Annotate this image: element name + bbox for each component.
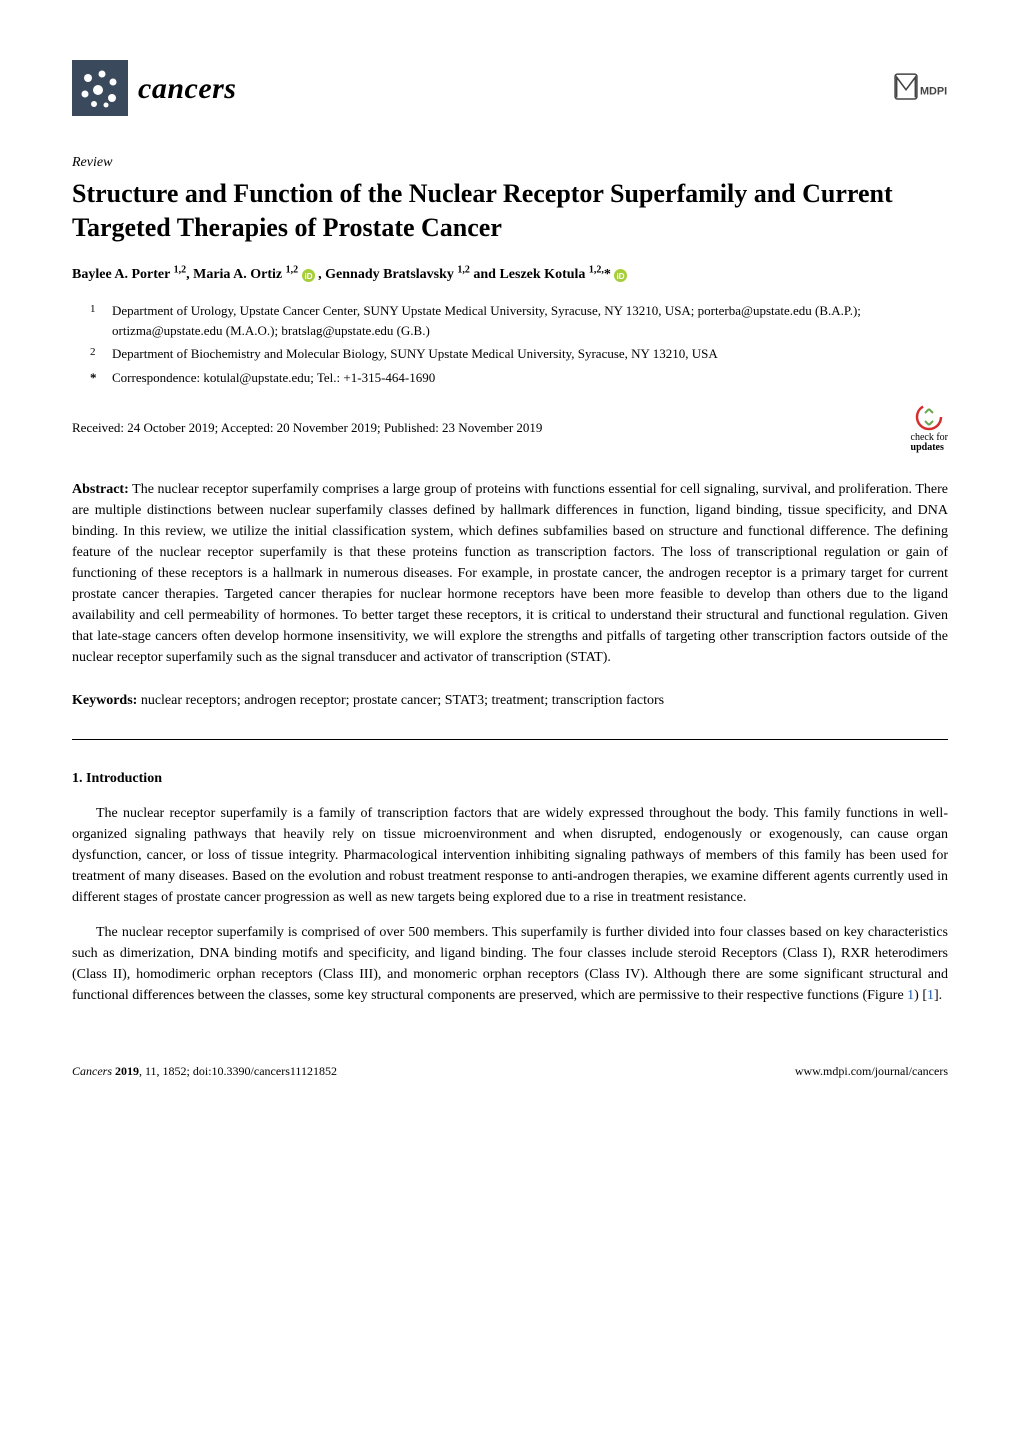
keywords-text: nuclear receptors; androgen receptor; pr…	[141, 693, 664, 708]
article-type: Review	[72, 152, 948, 173]
affiliations-block: 1 Department of Urology, Upstate Cancer …	[72, 301, 948, 387]
footer-right: www.mdpi.com/journal/cancers	[795, 1062, 948, 1080]
affil-number: 2	[90, 344, 100, 364]
journal-name: cancers	[138, 66, 236, 111]
check-updates-badge[interactable]: check for updates	[911, 401, 948, 453]
abstract-paragraph: Abstract: The nuclear receptor superfami…	[72, 479, 948, 668]
para2-prefix: The nuclear receptor superfamily is comp…	[72, 925, 948, 1003]
page-header: cancers MDPI	[72, 60, 948, 116]
abstract-label: Abstract:	[72, 482, 129, 497]
footer-left: Cancers 2019, 11, 1852; doi:10.3390/canc…	[72, 1062, 337, 1080]
page-footer: Cancers 2019, 11, 1852; doi:10.3390/canc…	[72, 1062, 948, 1080]
footer-year-bold: 2019	[115, 1064, 139, 1078]
correspondence-text: Correspondence: kotulal@upstate.edu; Tel…	[112, 368, 435, 388]
article-title: Structure and Function of the Nuclear Re…	[72, 177, 948, 245]
abstract-text: The nuclear receptor superfamily compris…	[72, 482, 948, 665]
correspondence-star: *	[90, 368, 100, 388]
publisher-logo: MDPI	[892, 63, 948, 114]
affil-text: Department of Urology, Upstate Cancer Ce…	[112, 301, 948, 340]
para2-suffix: ].	[934, 988, 942, 1003]
section-heading: 1. Introduction	[72, 768, 948, 789]
correspondence-row: * Correspondence: kotulal@upstate.edu; T…	[72, 368, 948, 388]
author-text: Baylee A. Porter 1,2, Maria A. Ortiz 1,2	[72, 267, 298, 282]
orcid-icon: iD	[614, 269, 627, 282]
keywords-label: Keywords:	[72, 693, 137, 708]
svg-text:MDPI: MDPI	[920, 85, 947, 97]
body-paragraph: The nuclear receptor superfamily is a fa…	[72, 803, 948, 908]
dates-row: Received: 24 October 2019; Accepted: 20 …	[72, 401, 948, 453]
check-updates-icon	[913, 401, 945, 433]
footer-journal-italic: Cancers	[72, 1064, 115, 1078]
check-updates-label2: updates	[911, 442, 944, 453]
author-text-2: , Gennady Bratslavsky 1,2 and Leszek Kot…	[318, 267, 611, 282]
affiliation-row: 1 Department of Urology, Upstate Cancer …	[72, 301, 948, 340]
affil-text: Department of Biochemistry and Molecular…	[112, 344, 948, 364]
citation-link[interactable]: 1	[927, 988, 934, 1003]
svg-text:iD: iD	[304, 271, 312, 280]
separator-line	[72, 739, 948, 740]
authors-line: Baylee A. Porter 1,2, Maria A. Ortiz 1,2…	[72, 263, 948, 286]
footer-doi: , 11, 1852; doi:10.3390/cancers11121852	[139, 1064, 337, 1078]
cancers-logo-icon	[72, 60, 128, 116]
mdpi-logo-icon: MDPI	[892, 63, 948, 107]
keywords-line: Keywords: nuclear receptors; androgen re…	[72, 690, 948, 711]
journal-logo: cancers	[72, 60, 236, 116]
publication-dates: Received: 24 October 2019; Accepted: 20 …	[72, 418, 542, 438]
svg-text:iD: iD	[617, 271, 625, 280]
body-paragraph: The nuclear receptor superfamily is comp…	[72, 922, 948, 1006]
affiliation-row: 2 Department of Biochemistry and Molecul…	[72, 344, 948, 364]
affil-number: 1	[90, 301, 100, 340]
orcid-icon: iD	[302, 269, 315, 282]
figure-reference-link[interactable]: 1	[907, 988, 914, 1003]
